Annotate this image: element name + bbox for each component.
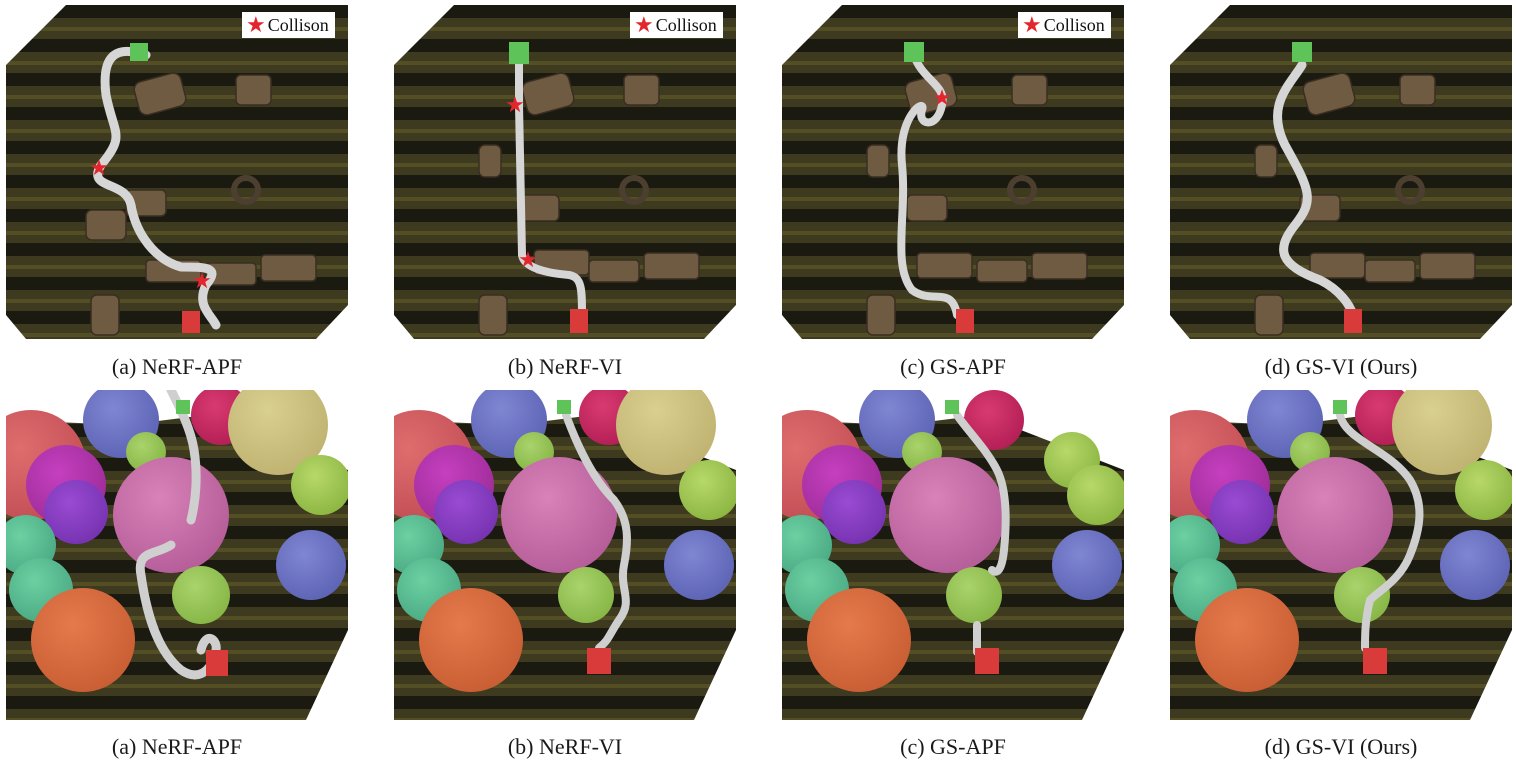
planned-path — [897, 51, 961, 319]
start-marker — [1333, 400, 1347, 414]
planned-path — [515, 51, 586, 319]
caption-gs-vi: (d) GS-VI (Ours) — [1264, 354, 1418, 379]
start-marker — [1292, 42, 1312, 62]
caption-nerf-apf: (a) NeRF-APF — [111, 734, 243, 759]
scene-view-gs-apf-obstacles — [782, 390, 1124, 720]
collision-star: ★ — [518, 247, 538, 272]
legend-label: Collison — [267, 14, 329, 35]
goal-marker — [1363, 648, 1387, 674]
collision-star: ★ — [505, 92, 525, 117]
collision-legend: ★ Collison — [630, 12, 723, 38]
planned-path — [1336, 411, 1424, 652]
stone-ring-icon — [619, 175, 649, 205]
goal-marker — [956, 309, 974, 333]
scene-view-gs-apf-top: ★ ★ Collison — [782, 5, 1124, 339]
scene-view-gs-vi-top — [1170, 5, 1512, 339]
star-icon: ★ — [634, 12, 654, 37]
collision-star: ★ — [932, 85, 952, 110]
planned-path — [1273, 60, 1358, 320]
caption-gs-vi: (d) GS-VI (Ours) — [1264, 734, 1418, 759]
star-icon: ★ — [246, 12, 266, 37]
stone-ring-icon — [1007, 175, 1037, 205]
caption-nerf-vi: (b) NeRF-VI — [507, 354, 623, 379]
collision-legend: ★ Collison — [1018, 12, 1111, 38]
start-marker — [509, 42, 529, 64]
scene-view-gs-vi-obstacles — [1170, 390, 1512, 720]
caption-nerf-apf: (a) NeRF-APF — [111, 354, 243, 379]
planned-path — [562, 411, 631, 652]
scene-view-nerf-vi-obstacles — [394, 390, 736, 720]
scene-view-nerf-apf-obstacles — [6, 390, 348, 720]
collision-star: ★ — [192, 268, 212, 293]
stone-ring-icon — [231, 175, 261, 205]
scene-view-nerf-vi-top: ★ ★ ★ Collison — [394, 5, 736, 339]
start-marker — [557, 400, 571, 414]
caption-gs-apf: (c) GS-APF — [900, 734, 1006, 759]
goal-marker — [1344, 309, 1362, 333]
caption-gs-apf: (c) GS-APF — [900, 354, 1006, 379]
legend-label: Collison — [1043, 14, 1105, 35]
goal-marker — [206, 650, 228, 676]
planned-path — [93, 46, 221, 330]
start-marker — [904, 42, 924, 62]
goal-marker — [975, 648, 999, 674]
collision-star: ★ — [89, 155, 109, 180]
legend-label: Collison — [655, 14, 717, 35]
star-icon: ★ — [1022, 12, 1042, 37]
start-marker — [945, 400, 959, 414]
goal-marker — [587, 648, 611, 674]
goal-marker — [182, 311, 200, 333]
collision-legend: ★ Collison — [242, 12, 335, 38]
start-marker — [130, 43, 148, 61]
caption-nerf-vi: (b) NeRF-VI — [507, 734, 623, 759]
start-marker — [176, 400, 190, 414]
stone-ring-icon — [1395, 175, 1425, 205]
scene-view-nerf-apf-top: ★ ★ ★ Collison — [6, 5, 348, 339]
goal-marker — [570, 309, 588, 333]
